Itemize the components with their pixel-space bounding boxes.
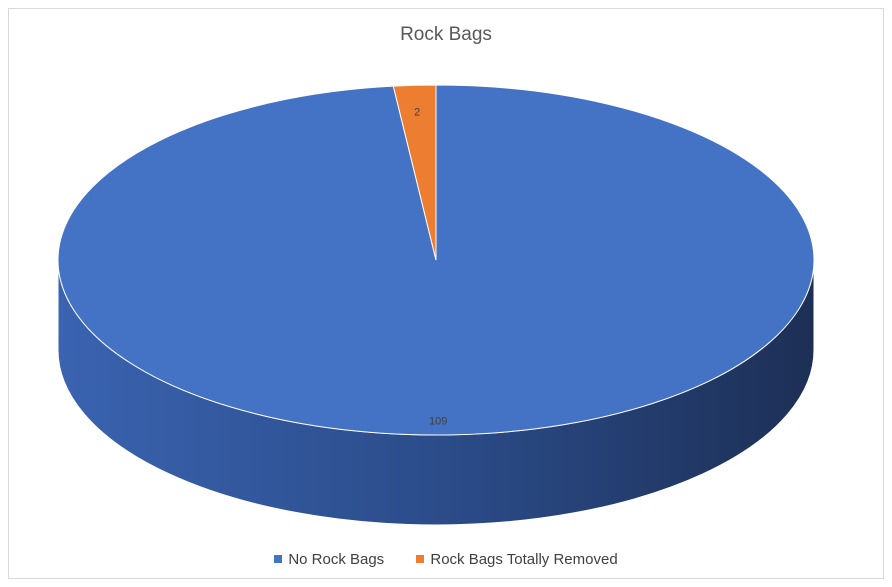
- legend-swatch-no-rock-bags: [274, 555, 283, 564]
- chart-title: Rock Bags: [400, 24, 492, 45]
- legend-item-rock-bags-removed: Rock Bags Totally Removed: [416, 551, 618, 568]
- data-label-0: 109: [429, 416, 447, 428]
- legend-label-rock-bags-removed: Rock Bags Totally Removed: [430, 551, 618, 568]
- pie-slice-1: [392, 84, 437, 261]
- legend-label-no-rock-bags: No Rock Bags: [288, 551, 385, 568]
- legend-swatch-rock-bags-removed: [416, 555, 425, 564]
- data-label-1: 2: [414, 106, 420, 118]
- legend-item-no-rock-bags: No Rock Bags: [274, 551, 384, 568]
- legend: No Rock Bags Rock Bags Totally Removed: [0, 551, 892, 568]
